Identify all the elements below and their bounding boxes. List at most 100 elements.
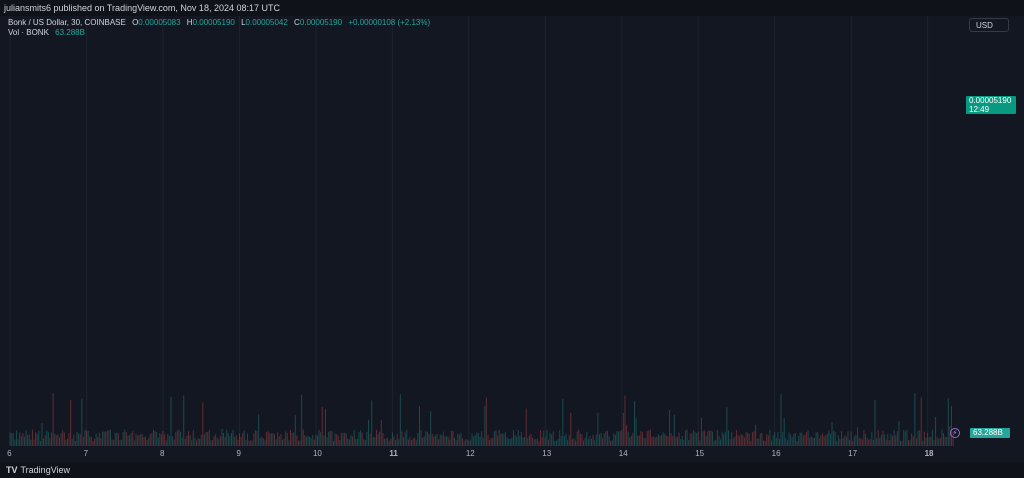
volume-bar [702,431,704,446]
tradingview-logo[interactable]: TV TradingView [6,462,70,478]
volume-bar [788,432,790,446]
volume-bar [619,430,621,446]
volume-bar [176,430,178,446]
volume-bar [608,436,610,446]
volume-bar [469,440,471,446]
volume-bar [9,432,11,446]
volume-bar [339,439,341,446]
volume-bar [530,433,532,446]
volume-bar [774,432,776,446]
volume-bar [22,433,24,446]
chart-area[interactable]: 0.000058000.000056000.000054000.00005200… [0,16,1024,462]
volume-bar [187,431,190,446]
volume-bar [406,429,408,446]
volume-bar [536,438,538,446]
volume-bar [715,440,717,446]
volume-bar [729,439,731,446]
volume-bar [562,399,564,446]
volume-bar [388,440,390,446]
volume-bar [680,439,682,446]
volume-bar [246,433,248,446]
volume-bar [324,408,327,446]
last-price-value: 0.00005190 [969,96,1012,105]
currency-selector[interactable]: USD [969,18,1009,32]
volume-bar [899,440,902,446]
symbol-label[interactable]: Bonk / US Dollar, 30, COINBASE [8,18,126,27]
volume-bar [417,432,419,446]
volume-bar [286,433,288,446]
volume-bar [89,436,91,446]
volume-bar [200,434,202,446]
volume-bar [15,430,18,446]
volume-bar [579,433,581,446]
volume-bar [46,430,48,446]
volume-bar [571,439,573,446]
volume-bar [831,422,833,446]
lightning-icon[interactable]: ⚡ [950,428,960,438]
volume-bar [931,429,933,446]
volume-label[interactable]: Vol · BONK [8,28,49,37]
volume-bar [552,431,554,446]
volume-bar [767,435,769,446]
volume-bar [170,396,172,446]
volume-bar [219,436,221,446]
volume-bar [141,434,143,446]
volume-bar [51,432,53,446]
volume-bar [753,431,755,446]
volume-bar [269,433,271,446]
volume-bar [863,430,865,446]
volume-bar [641,432,643,446]
volume-bar [621,430,623,446]
volume-bar [928,437,930,446]
volume-bar [326,437,328,446]
volume-bar [798,435,800,446]
volume-bar [340,432,342,446]
volume-bar [825,435,827,446]
volume-bar [627,431,629,446]
volume-bar [606,430,608,446]
candlestick-chart[interactable]: 0.000058000.000056000.000054000.00005200… [0,16,1024,462]
volume-bar [33,439,35,446]
volume-bar [581,434,583,446]
volume-bar [912,436,914,446]
volume-bar [911,433,913,446]
volume-bar [758,438,760,446]
volume-bar [686,429,688,446]
volume-bar [780,394,782,446]
volume-bar [430,411,432,446]
volume-bar [895,435,897,446]
volume-bar [267,431,269,446]
volume-bar [415,440,417,446]
volume-bar [54,433,56,446]
legend-row-price: Bonk / US Dollar, 30, COINBASE O0.000050… [8,18,430,28]
volume-bar [202,402,204,446]
volume-bar [500,434,502,446]
volume-bar [740,433,742,446]
volume-bar [763,440,765,446]
volume-bar [132,431,134,446]
volume-bar [903,429,905,446]
volume-bar [446,435,448,446]
volume-bar [672,435,674,446]
volume-bar [858,437,860,446]
volume-bar [396,434,398,446]
volume-bar [105,431,107,446]
volume-bar [866,437,868,446]
volume-bar [646,430,648,446]
volume-bar [439,434,441,446]
volume-bar [665,435,667,446]
volume-bar [871,432,873,446]
volume-bar [893,430,895,446]
volume-bar [350,435,352,446]
volume-bar [184,439,186,446]
volume-bar [810,436,812,446]
volume-bar [352,436,354,446]
volume-bar [312,435,314,446]
volume-bar [380,420,382,446]
volume-bar [347,438,349,446]
volume-bar [794,432,796,446]
volume-bar [943,433,945,446]
volume-bar [783,418,785,446]
volume-bar [109,429,111,446]
volume-bar [474,434,476,446]
